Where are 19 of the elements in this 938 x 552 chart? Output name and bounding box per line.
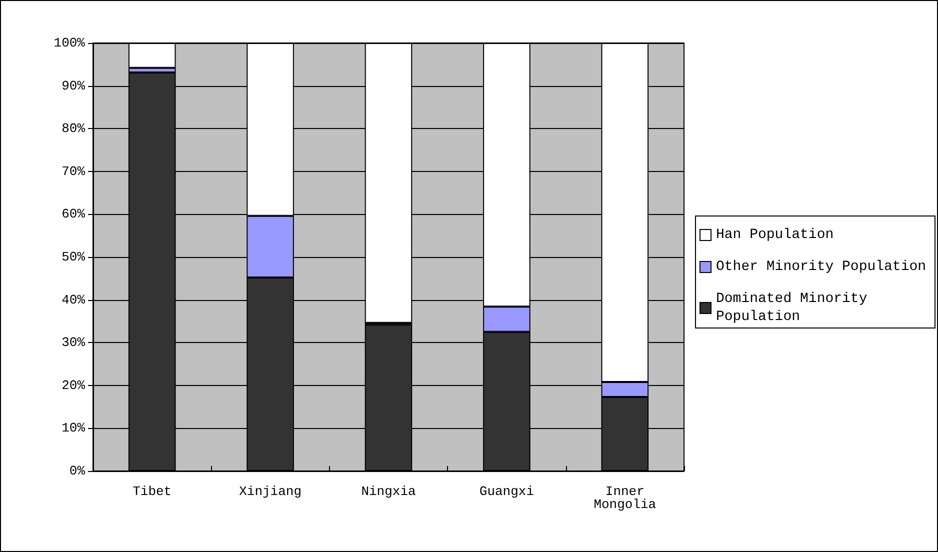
- x-tick-label: Xinjiang: [239, 484, 302, 499]
- y-tick-label: 50%: [62, 250, 86, 264]
- x-tick-label: Tibet: [132, 484, 172, 499]
- legend-label: Other Minority Population: [716, 259, 926, 275]
- x-tick-label: Inner Mongolia: [594, 484, 656, 512]
- x-tick-label: Ningxia: [361, 484, 416, 499]
- y-tick-label: 80%: [62, 121, 86, 136]
- y-tick-label: 60%: [62, 206, 86, 222]
- y-tick-label: 30%: [62, 335, 86, 350]
- y-tick-label: 90%: [62, 78, 86, 94]
- y-tick-label: 20%: [62, 378, 86, 393]
- y-tick-label: 100%: [54, 36, 86, 50]
- y-tick-label: 10%: [62, 420, 86, 436]
- y-tick-label: 0%: [69, 464, 86, 478]
- legend-label: Han Population: [716, 227, 834, 243]
- legend-label: Dominated Minority Population: [716, 291, 876, 325]
- y-tick-label: 40%: [62, 292, 86, 308]
- x-tick-label: Guangxi: [479, 484, 534, 499]
- y-tick-label: 70%: [62, 164, 86, 179]
